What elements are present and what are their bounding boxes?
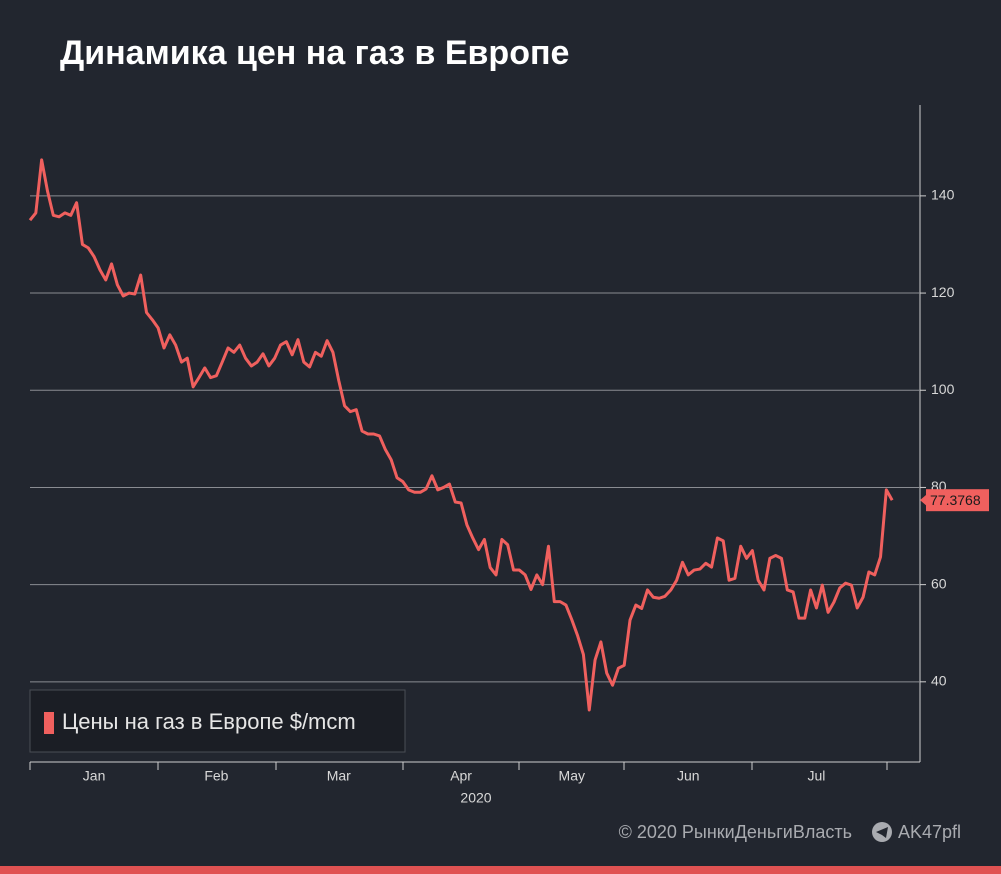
x-tick-label: Feb [204, 768, 228, 784]
last-price-arrow [920, 494, 927, 507]
telegram-handle: AK47pfl [898, 822, 961, 842]
month-separators [29, 762, 888, 770]
y-tick-label: 100 [931, 381, 955, 397]
copyright: © 2020 РынкиДеньгиВласть [619, 822, 852, 842]
bottom-bar [0, 866, 1001, 874]
legend-label: Цены на газ в Европе $/mcm [62, 709, 356, 734]
y-tick-label: 40 [931, 673, 947, 689]
x-axis-label: 2020 [460, 790, 491, 806]
x-tick-label: Apr [450, 768, 472, 784]
legend [29, 689, 406, 753]
x-tick-label: Jan [83, 768, 106, 784]
x-tick-label: Jun [677, 768, 700, 784]
y-tick-label: 140 [931, 187, 955, 203]
legend-swatch [44, 712, 54, 734]
telegram-plane [876, 827, 888, 838]
x-tick-label: Mar [327, 768, 351, 784]
last-price-label: 77.3768 [930, 492, 981, 508]
y-tick-label: 120 [931, 284, 955, 300]
chart-title: Динамика цен на газ в Европе [60, 34, 569, 72]
x-tick-label: Jul [807, 768, 825, 784]
y-tick-label: 60 [931, 575, 947, 591]
last-price-tag [926, 489, 989, 512]
price-line [28, 158, 894, 712]
x-tick-label: May [559, 768, 585, 784]
